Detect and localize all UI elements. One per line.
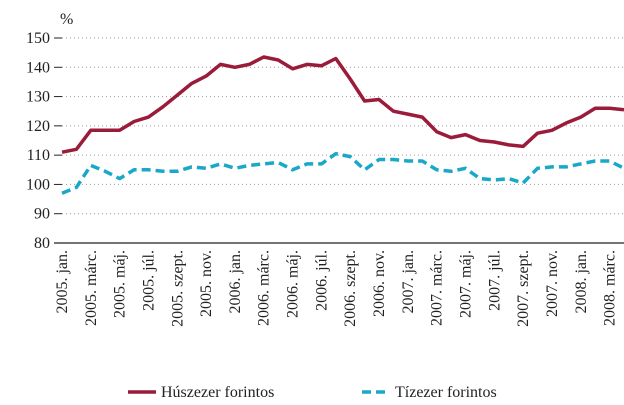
x-tick-label: 2005. jan. bbox=[54, 250, 71, 314]
series-line bbox=[61, 151, 624, 195]
x-tick-label: 2006. jan. bbox=[227, 250, 244, 314]
x-tick-label: 2005. júl. bbox=[140, 250, 157, 311]
y-tick-label: 140 bbox=[26, 59, 50, 76]
x-tick-label: 2006. máj. bbox=[285, 250, 302, 318]
x-tick-label: 2006. márc. bbox=[256, 250, 273, 326]
x-tick-label: 2007. máj. bbox=[457, 250, 474, 318]
y-tick-label: 100 bbox=[26, 176, 50, 193]
y-tick-label: 90 bbox=[34, 206, 50, 223]
x-tick-label: 2006. szept. bbox=[342, 250, 359, 327]
legend-label: Tízezer forintos bbox=[395, 384, 497, 401]
x-tick-label: 2007. nov. bbox=[544, 250, 561, 317]
x-tick-label: 2007. márc. bbox=[429, 250, 446, 326]
x-tick-label: 2007. jan. bbox=[400, 250, 417, 314]
y-unit: % bbox=[60, 11, 73, 28]
y-tick-label: 80 bbox=[34, 235, 50, 252]
x-tick-label: 2007. júl. bbox=[486, 250, 503, 311]
legend-label: Húszezer forintos bbox=[161, 384, 274, 401]
x-tick-label: 2006. nov. bbox=[371, 250, 388, 317]
x-tick-label: 2008. jan. bbox=[573, 250, 590, 314]
x-tick-label: 2008. márc. bbox=[602, 250, 619, 326]
x-tick-label: 2006. júl. bbox=[313, 250, 330, 311]
series-line bbox=[61, 55, 624, 154]
x-tick-label: 2005. márc. bbox=[83, 250, 100, 326]
x-tick-label: 2005. nov. bbox=[198, 250, 215, 317]
y-tick-label: 150 bbox=[26, 30, 50, 47]
x-tick-label: 2005. máj. bbox=[112, 250, 129, 318]
x-tick-label: 2007. szept. bbox=[515, 250, 532, 327]
y-tick-label: 130 bbox=[26, 89, 50, 106]
x-tick-label: 2005. szept. bbox=[169, 250, 186, 327]
y-tick-label: 110 bbox=[27, 147, 50, 164]
y-tick-label: 120 bbox=[26, 118, 50, 135]
